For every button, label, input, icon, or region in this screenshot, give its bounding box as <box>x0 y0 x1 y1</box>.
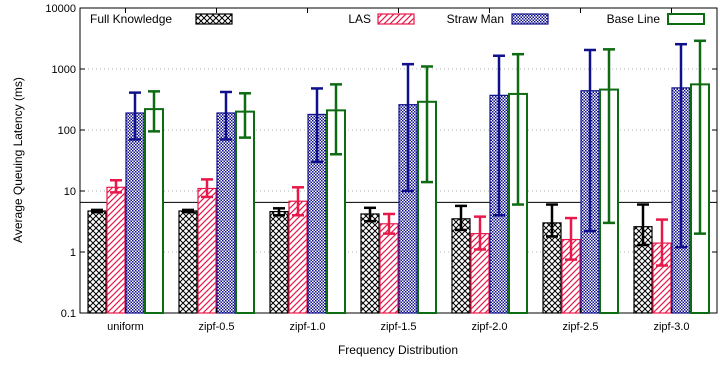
y-tick-label: 1 <box>70 247 76 259</box>
bar-full-knowledge <box>360 213 380 314</box>
bar-las <box>197 187 217 314</box>
y-axis-title: Average Queuing Latency (ms) <box>11 77 25 243</box>
y-tick-label: 10 <box>64 186 76 198</box>
bar-full-knowledge <box>451 218 471 314</box>
bar-full-knowledge <box>269 210 289 314</box>
x-ticks: uniform zipf-0.5 zipf-1.0 zipf-1.5 zipf-2.0 z… <box>107 8 690 333</box>
bar-las <box>288 200 308 314</box>
y-tick-label: 0.1 <box>61 308 76 320</box>
legend-swatch-base-line <box>667 13 705 25</box>
x-axis-title: Frequency Distribution <box>338 343 458 357</box>
legend-label-straw-man: Straw Man <box>447 12 504 26</box>
error-bars <box>91 39 706 267</box>
y-tick-label: 1000 <box>52 64 76 76</box>
bar-base-line <box>235 110 255 314</box>
bar-full-knowledge <box>178 210 198 314</box>
bar-straw-man <box>125 112 145 314</box>
bar-las <box>106 186 126 314</box>
legend-label-las: LAS <box>348 12 371 26</box>
x-tick-label: zipf-2.0 <box>471 321 507 333</box>
legend: Full Knowledge LAS Straw Man Base Line <box>90 12 705 26</box>
legend-label-base-line: Base Line <box>607 12 661 26</box>
bars <box>87 83 710 315</box>
legend-swatch-straw-man <box>511 13 549 25</box>
bar-base-line <box>144 108 164 314</box>
bar-straw-man <box>216 112 236 314</box>
legend-label-full-knowledge: Full Knowledge <box>90 12 172 26</box>
x-tick-label: uniform <box>107 321 144 333</box>
y-tick-label: 10000 <box>45 3 76 15</box>
x-tick-label: zipf-2.5 <box>562 321 598 333</box>
y-ticks: 0.1 1 10 100 1000 10000 <box>45 3 717 320</box>
x-tick-label: zipf-0.5 <box>198 321 234 333</box>
bar-full-knowledge <box>87 210 107 314</box>
legend-swatch-las <box>377 13 415 25</box>
y-tick-label: 100 <box>58 125 76 137</box>
legend-swatch-full-knowledge <box>195 13 233 25</box>
x-tick-label: zipf-1.5 <box>380 321 416 333</box>
x-tick-label: zipf-3.0 <box>653 321 689 333</box>
bar-las <box>379 223 399 314</box>
x-tick-label: zipf-1.0 <box>289 321 325 333</box>
